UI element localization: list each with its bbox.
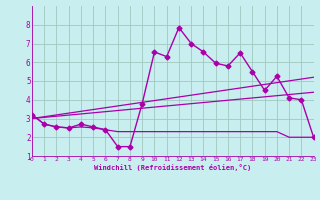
X-axis label: Windchill (Refroidissement éolien,°C): Windchill (Refroidissement éolien,°C) (94, 164, 252, 171)
